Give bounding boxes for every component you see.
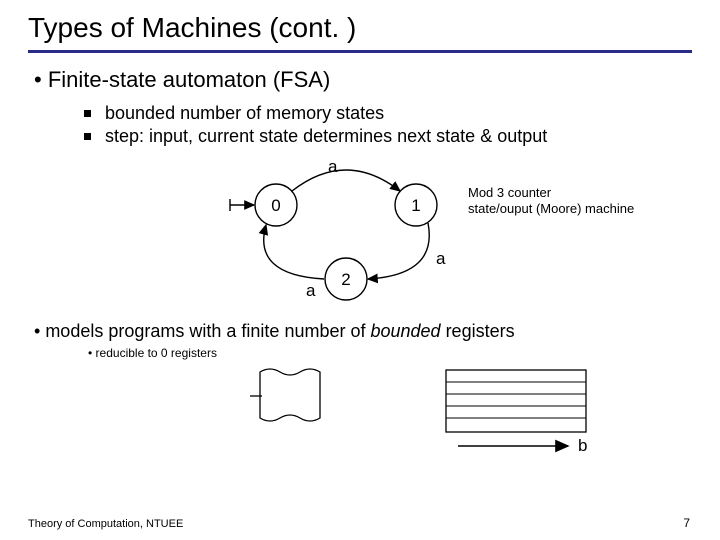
node-1-label: 1 — [411, 196, 420, 215]
edge-label-12: a — [436, 249, 445, 269]
models-mid: a finite — [226, 321, 279, 341]
fsa-diagram: 0 1 2 a a a Mod 3 counter state/ouput (M… — [28, 153, 692, 323]
edge-label-20: a — [306, 281, 315, 301]
registers-svg: b — [28, 366, 688, 462]
edge-label-01: a — [328, 157, 337, 177]
slide-container: Types of Machines (cont. ) Finite-state … — [0, 0, 720, 540]
reducible-line: reducible to 0 registers — [88, 346, 692, 360]
sub-bullet-1: bounded number of memory states — [84, 103, 692, 124]
footer-text: Theory of Computation, NTUEE — [28, 518, 183, 530]
fsa-caption-line1: Mod 3 counter — [468, 185, 634, 201]
heading-fsa: Finite-state automaton (FSA) — [34, 67, 692, 93]
sub-bullet-2: step: input, current state determines ne… — [84, 126, 692, 147]
title-underline — [28, 50, 692, 53]
models-bounded: bounded — [370, 321, 440, 341]
fsa-caption: Mod 3 counter state/ouput (Moore) machin… — [468, 185, 634, 218]
slide-title: Types of Machines (cont. ) — [28, 12, 692, 50]
arrow-label-b: b — [578, 436, 587, 455]
models-post: number of — [279, 321, 370, 341]
fsa-svg: 0 1 2 — [28, 153, 688, 323]
models-line: models programs with a finite number of … — [34, 321, 692, 342]
page-number: 7 — [683, 516, 690, 530]
registers-diagram: b — [28, 366, 692, 456]
node-0-label: 0 — [271, 196, 280, 215]
models-pre: models programs with — [45, 321, 226, 341]
models-end: registers — [441, 321, 515, 341]
fsa-caption-line2: state/ouput (Moore) machine — [468, 201, 634, 217]
node-2-label: 2 — [341, 270, 350, 289]
